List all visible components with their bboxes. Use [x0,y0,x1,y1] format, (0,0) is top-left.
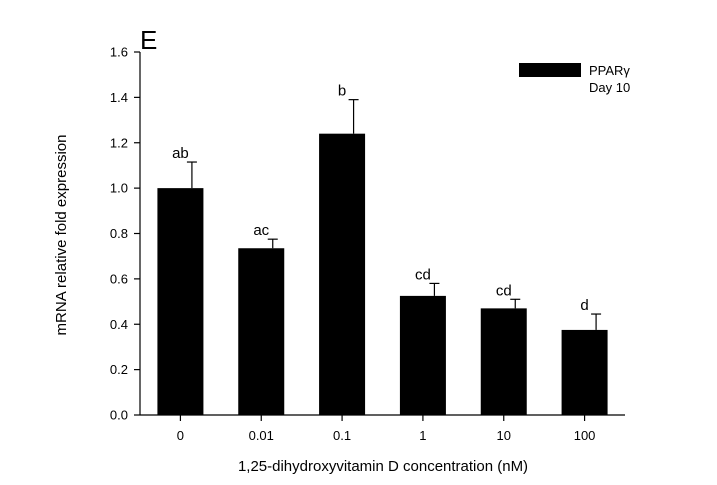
x-tick-label: 0.1 [333,428,351,443]
x-axis-title: 1,25-dihydroxyvitamin D concentration (n… [238,458,528,475]
legend-swatch [519,63,581,77]
bar [238,248,285,415]
y-tick-label: 0.6 [110,271,128,286]
y-tick-label: 0.4 [110,317,128,332]
legend-entry-day: Day 10 [589,80,630,95]
error-bars [186,99,602,330]
x-axis: 0 0.01 0.1 1 10 100 [140,414,625,443]
significance-label: cd [415,266,431,283]
y-tick-label: 0.8 [110,226,128,241]
y-tick-label: 0.2 [110,362,128,377]
x-tick-label: 1 [419,428,426,443]
significance-labels: ab ac b cd cd d [172,83,589,314]
bar [399,295,446,415]
x-tick-label: 10 [497,428,511,443]
bars [157,133,608,416]
legend: PPARγ Day 10 [519,63,630,95]
significance-label: ab [172,145,189,162]
significance-label: b [338,83,346,100]
bar [480,308,527,415]
significance-label: ac [253,222,269,239]
x-tick-label: 100 [574,428,596,443]
x-tick-label: 0 [177,428,184,443]
significance-label: d [580,297,588,314]
bar [561,329,608,415]
y-ticks: 0.0 0.2 0.4 0.6 0.8 1.0 1.2 1.4 1.6 [110,45,140,423]
y-axis-title: mRNA relative fold expression [53,135,70,336]
panel-label: E [140,25,157,55]
bar [319,133,366,416]
y-tick-label: 1.4 [110,90,128,105]
x-ticks: 0 0.01 0.1 1 10 100 [177,415,596,443]
y-tick-label: 1.6 [110,45,128,60]
bar [157,188,204,415]
y-tick-label: 0.0 [110,408,128,423]
y-tick-label: 1.0 [110,181,128,196]
y-axis: 0.0 0.2 0.4 0.6 0.8 1.0 1.2 1.4 1.6 [110,45,141,423]
x-tick-label: 0.01 [249,428,274,443]
legend-entry-series: PPARγ [589,63,630,78]
significance-label: cd [496,282,512,299]
y-tick-label: 1.2 [110,135,128,150]
